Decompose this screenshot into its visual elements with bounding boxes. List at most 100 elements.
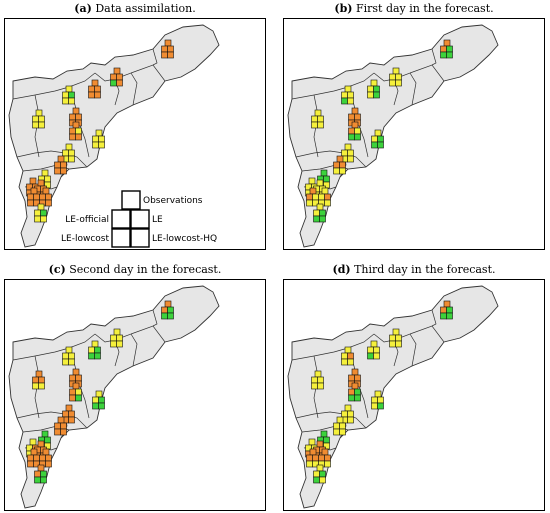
station-cell — [347, 155, 354, 163]
station-cell — [65, 85, 73, 93]
station-cell — [60, 428, 67, 436]
station-marker — [348, 382, 361, 402]
station-cell — [34, 476, 41, 484]
station-cell — [316, 203, 324, 211]
station-marker — [389, 67, 402, 87]
region-outline — [8, 24, 220, 248]
station-cell — [41, 430, 49, 438]
station-marker — [32, 370, 45, 390]
station-cell — [317, 382, 324, 390]
station-markers-a — [26, 39, 174, 223]
station-cell — [34, 215, 41, 223]
station-cell — [92, 396, 99, 404]
station-cell — [116, 340, 123, 348]
station-cell — [443, 39, 451, 47]
station-cell — [68, 149, 75, 157]
station-cell — [60, 422, 67, 430]
station-marker — [54, 416, 67, 436]
station-cell — [34, 470, 41, 478]
station-cell — [57, 416, 65, 424]
panel-letter-c: (c) — [48, 263, 66, 276]
station-cell — [32, 382, 39, 390]
station-cell — [373, 85, 380, 93]
station-cell — [341, 97, 348, 105]
station-cell — [116, 73, 123, 81]
station-cell — [88, 91, 95, 99]
station-cell — [395, 334, 402, 342]
region-border — [431, 48, 437, 66]
station-cell — [34, 209, 41, 217]
station-cell — [27, 454, 34, 462]
station-cell — [75, 113, 82, 121]
station-marker — [341, 346, 354, 366]
panel-caption-b: First day in the forecast. — [355, 2, 494, 15]
panel-caption-a: Data assimilation. — [95, 2, 196, 15]
station-cell — [94, 85, 101, 93]
station-marker — [27, 187, 40, 207]
station-cell — [395, 79, 402, 87]
station-marker — [313, 203, 326, 223]
station-cell — [75, 388, 82, 396]
station-cell — [312, 193, 319, 201]
station-marker — [62, 85, 75, 105]
station-cell — [348, 374, 355, 382]
station-cell — [45, 193, 52, 201]
station-marker — [318, 187, 331, 207]
station-cell — [446, 306, 453, 314]
station-cell — [69, 127, 76, 135]
station-cell — [348, 388, 355, 396]
station-cell — [308, 177, 316, 185]
station-marker — [92, 390, 105, 410]
station-cell — [374, 129, 382, 137]
station-cell — [32, 115, 39, 123]
map-panel-c — [4, 279, 266, 511]
region-border — [291, 72, 375, 100]
station-cell — [39, 193, 46, 201]
station-cell — [65, 404, 73, 412]
station-cell — [54, 422, 61, 430]
station-marker — [54, 155, 67, 175]
station-cell — [389, 340, 396, 348]
station-cell — [68, 410, 75, 418]
region-border — [114, 333, 138, 367]
station-cell — [68, 97, 75, 105]
station-cell — [389, 334, 396, 342]
station-cell — [317, 115, 324, 123]
station-cell — [323, 436, 330, 444]
station-cell — [320, 430, 328, 438]
station-marker — [341, 404, 354, 424]
station-cell — [306, 454, 313, 462]
station-marker — [389, 328, 402, 348]
station-cell — [341, 358, 348, 366]
station-cell — [370, 79, 378, 87]
station-cell — [314, 370, 322, 378]
station-cell — [443, 300, 451, 308]
station-cell — [72, 121, 80, 129]
station-cell — [62, 91, 69, 99]
station-cell — [65, 346, 73, 354]
station-cell — [440, 306, 447, 314]
station-cell — [377, 135, 384, 143]
legend-label-le-lowcost-hq: LE-lowcost-HQ — [152, 234, 217, 244]
station-cell — [440, 312, 447, 320]
region-border — [16, 411, 88, 429]
station-cell — [75, 394, 82, 402]
station-marker — [92, 129, 105, 149]
station-cell — [75, 374, 82, 382]
station-cell — [339, 161, 346, 169]
station-cell — [72, 107, 80, 115]
station-cell — [110, 340, 117, 348]
station-cell — [312, 454, 319, 462]
station-marker — [341, 143, 354, 163]
region-border — [12, 72, 96, 100]
station-cell — [54, 428, 61, 436]
station-cell — [91, 340, 99, 348]
station-cell — [347, 97, 354, 105]
station-cell — [316, 440, 324, 448]
station-cell — [341, 149, 348, 157]
station-cell — [354, 113, 361, 121]
station-cell — [313, 476, 320, 484]
station-cell — [40, 209, 47, 217]
station-cell — [344, 143, 352, 151]
station-cell — [30, 448, 38, 456]
